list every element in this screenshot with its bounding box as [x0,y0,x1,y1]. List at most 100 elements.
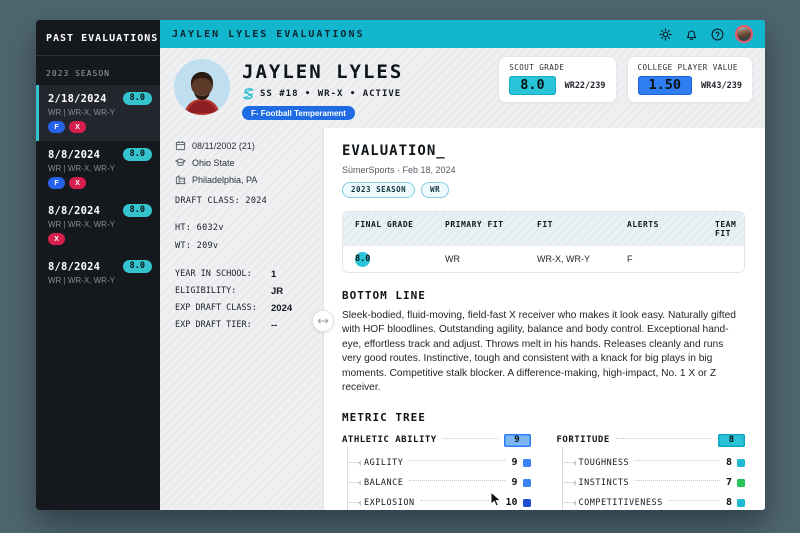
metric-score-square [737,478,745,487]
detail-attributes: YEAR IN SCHOOL: 1 ELIGIBILITY: JR EXP DRAFT … [175,269,313,331]
calendar-icon [175,141,186,151]
player-details: 08/11/2002 (21) Ohio State Philadelphia,… [160,128,323,510]
evaluation-score-pill: 8.0 [122,260,152,273]
evaluation-item-top: 2/18/2024 8.0 [48,92,152,105]
table-header-cell: FIT [537,220,553,229]
table-data-row: 8.0 WR WR-X, WR-Y F [343,246,744,272]
dotted-leader [635,480,720,482]
detail-attribute-row: YEAR IN SCHOOL: 1 [175,269,313,280]
dotted-leader [409,460,506,462]
scout-grade-value: 8.0 [509,76,556,95]
evaluation-fits: WR | WR-X, WR-Y [48,276,115,285]
weight: WT: 209v [175,240,219,251]
player-meta-text: SS #18 • WR-X • ACTIVE [260,88,402,99]
evaluation-pill: 2023 SEASON [342,182,416,198]
player-meta: SS #18 • WR-X • ACTIVE [242,87,403,100]
evaluation-date: 8/8/2024 [48,148,101,161]
metric-parent-row[interactable]: FORTITUDE 8 [557,433,745,447]
scout-grade-label: SCOUT GRADE [509,63,565,72]
metric-child-row[interactable]: EXPLOSION 10 [348,493,531,510]
evaluation-date: 2/18/2024 [48,92,107,105]
school-row: Ohio State [175,157,313,168]
help-icon[interactable] [709,26,725,42]
metric-child-row[interactable]: TOUGHNESS 8 [562,453,745,473]
metric-child-name: TOUGHNESS [578,457,630,468]
main-area: JAYLEN LYLES EVALUATIONS [160,20,765,510]
detail-attribute-row: EXP DRAFT CLASS: 2024 [175,303,313,314]
evaluation-pill: WR [421,182,450,198]
hometown-row: Philadelphia, PA [175,174,313,185]
metric-child-row[interactable]: COMPETITIVENESS 8 [562,493,745,510]
college-value-value: 1.50 [637,76,693,95]
team-logo-icon [243,88,254,100]
metric-child-row[interactable]: BALANCE 9 [348,473,531,493]
metric-parent-score: 9 [503,433,531,447]
alert-badge-x: X [48,233,65,245]
detail-attribute-label: EXP DRAFT CLASS: [175,302,257,313]
final-grade-pill: 8.0 [355,252,371,267]
dotted-leader [615,437,712,439]
college-value-label: COLLEGE PLAYER VALUE [637,63,738,72]
evaluation-list-item[interactable]: 8/8/2024 8.0 WR | WR-X, WR-Y X [36,197,160,253]
alert-badge-x: X [69,121,86,133]
evaluation-fits: WR | WR-X, WR-Y [48,164,115,173]
detail-attribute-label: EXP DRAFT TIER: [175,319,252,330]
height-weight: HT: 6032v WT: 209v [175,220,313,256]
player-name: JAYLEN LYLES [242,61,404,83]
evaluation-list-item[interactable]: 8/8/2024 8.0 WR | WR-X, WR-Y F X [36,141,160,197]
alerts-cell: F [627,253,633,264]
dotted-leader [442,437,498,439]
metric-child-name: BALANCE [364,477,404,488]
evaluation-score-pill: 8.0 [122,92,152,105]
metric-tree-title: METRIC TREE [342,410,426,424]
evaluation-item-top: 8/8/2024 8.0 [48,260,152,273]
metric-child-row[interactable]: AGILITY 9 [348,453,531,473]
tree-branch-tick [562,499,576,506]
evaluation-score-pill: 8.0 [122,204,152,217]
dotted-leader [409,480,506,482]
evaluation-item-top: 8/8/2024 8.0 [48,204,152,217]
evaluation-list-item[interactable]: 8/8/2024 8.0 WR | WR-X, WR-Y [36,253,160,293]
metric-tree: ATHLETIC ABILITY 9 AGILITY 9 BALANCE 9 EXPLOSI… [342,433,531,510]
metric-child-row[interactable]: INSTINCTS 7 [562,473,745,493]
alert-badge-f: F [48,177,65,189]
metric-child-name: INSTINCTS [578,477,630,488]
hometown: Philadelphia, PA [192,174,258,185]
metric-child-score: 8 [725,457,732,469]
topbar: JAYLEN LYLES EVALUATIONS [160,20,765,48]
evaluation-item-top: 8/8/2024 8.0 [48,148,152,161]
fit-cell: WR-X, WR-Y [537,253,590,264]
college-value-card: COLLEGE PLAYER VALUE 1.50 WR43/239 [626,56,753,103]
evaluation-list-item[interactable]: 2/18/2024 8.0 WR | WR-X, WR-Y F X [36,85,160,141]
metric-parent-row[interactable]: ATHLETIC ABILITY 9 [342,433,531,447]
detail-attribute-label: YEAR IN SCHOOL: [175,268,252,279]
player-photo [174,59,230,115]
panel-resize-handle[interactable] [312,310,334,332]
tree-branch-tick [348,499,361,506]
evaluation-table: FINAL GRADE PRIMARY FIT FIT ALERTS TEAM FIT … [342,211,745,273]
table-header-cell: ALERTS [627,220,659,229]
content: JAYLEN LYLES SS #18 • WR-X • ACTIVE F- F… [160,48,765,510]
page-title: JAYLEN LYLES EVALUATIONS [172,28,365,40]
evaluation-pills: 2023 SEASON WR [342,182,745,198]
birthdate: 08/11/2002 (21) [192,140,255,151]
notifications-icon[interactable] [683,26,699,42]
tree-branch-tick [562,479,576,486]
user-avatar[interactable] [735,25,753,43]
alert-badge-f: F [48,121,65,133]
settings-icon[interactable] [657,26,673,42]
dotted-leader [420,500,500,502]
metric-child-name: AGILITY [364,457,404,468]
bottom-line-title: BOTTOM LINE [342,289,426,302]
detail-attribute-value: 1 [271,268,277,280]
scout-grade-card: SCOUT GRADE 8.0 WR22/239 [498,56,617,103]
metric-parent-name: ATHLETIC ABILITY [342,435,437,446]
app-window: PAST EVALUATIONS 2023 SEASON 2/18/2024 8.… [36,20,765,510]
evaluation-date: 8/8/2024 [48,260,101,273]
sidebar-title: PAST EVALUATIONS [36,20,160,56]
metric-child-score: 10 [505,497,518,509]
temperament-badge: F- Football Temperament [242,106,355,120]
evaluation-score-pill: 8.0 [122,148,152,161]
